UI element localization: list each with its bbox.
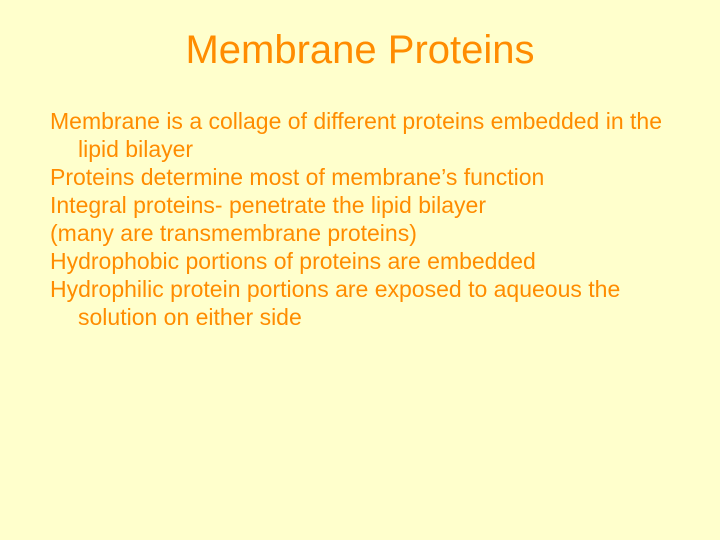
body-paragraph: Integral proteins- penetrate the lipid b… [50, 191, 670, 219]
body-paragraph: Hydrophilic protein portions are exposed… [50, 275, 670, 331]
body-paragraph: Hydrophobic portions of proteins are emb… [50, 247, 670, 275]
body-paragraph: (many are transmembrane proteins) [50, 219, 670, 247]
body-paragraph: Proteins determine most of membrane’s fu… [50, 163, 670, 191]
slide: Membrane Proteins Membrane is a collage … [0, 0, 720, 540]
body-paragraph: Membrane is a collage of different prote… [50, 107, 670, 163]
slide-title: Membrane Proteins [50, 28, 670, 73]
slide-body: Membrane is a collage of different prote… [50, 107, 670, 331]
